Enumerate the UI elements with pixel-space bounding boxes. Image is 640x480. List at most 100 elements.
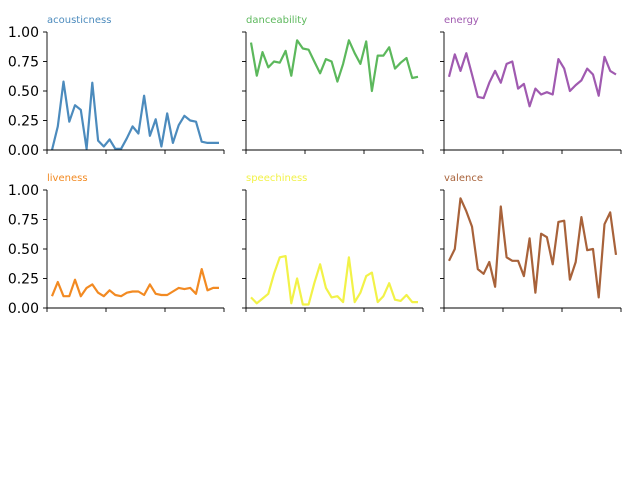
data-point-danceability [273,61,275,63]
data-point-liveness [120,295,122,297]
data-point-acousticness [212,142,214,144]
data-point-speechiness [302,304,304,306]
data-point-speechiness [400,300,402,302]
data-point-valence [511,260,513,262]
data-point-acousticness [183,115,185,117]
data-point-acousticness [155,118,157,120]
data-point-energy [609,70,611,72]
subplot-title-acousticness: acousticness [47,15,111,26]
data-point-acousticness [97,140,99,142]
data-point-energy [529,105,531,107]
data-point-energy [557,58,559,60]
data-point-liveness [178,287,180,289]
data-point-danceability [331,61,333,63]
data-point-liveness [183,288,185,290]
data-point-valence [540,233,542,235]
subplot-title-speechiness: speechiness [246,173,307,184]
data-point-energy [534,88,536,90]
data-point-valence [448,260,450,262]
data-point-valence [557,221,559,223]
data-point-acousticness [63,81,65,83]
data-point-speechiness [417,301,419,303]
data-point-danceability [285,50,287,52]
data-point-valence [460,197,462,199]
series-line-liveness [50,268,219,298]
data-point-energy [483,97,485,99]
data-point-energy [511,61,513,63]
data-point-valence [569,279,571,281]
data-point-danceability [382,55,384,57]
data-point-energy [471,74,473,76]
data-point-liveness [51,295,53,297]
data-point-valence [471,226,473,228]
data-point-energy [575,84,577,86]
data-point-energy [540,94,542,96]
data-point-acousticness [195,121,197,123]
y-tick-label-acousticness: 0.25 [8,114,39,130]
data-point-liveness [80,295,82,297]
data-point-energy [465,52,467,54]
data-point-valence [534,292,536,294]
data-point-acousticness [207,142,209,144]
data-point-speechiness [365,275,367,277]
data-point-liveness [201,268,203,270]
data-point-energy [592,74,594,76]
data-point-speechiness [279,256,281,258]
data-point-danceability [336,81,338,83]
data-point-acousticness [109,138,111,140]
data-point-liveness [172,291,174,293]
data-point-speechiness [342,301,344,303]
data-point-speechiness [354,301,356,303]
data-point-energy [500,82,502,84]
data-point-speechiness [250,296,252,298]
data-point-liveness [195,293,197,295]
data-point-valence [500,206,502,208]
data-point-danceability [313,61,315,63]
data-point-speechiness [388,282,390,284]
data-point-liveness [212,287,214,289]
subplot-danceability: danceability [242,15,424,154]
data-point-valence [604,223,606,225]
data-point-valence [598,296,600,298]
data-point-liveness [91,283,93,285]
data-point-acousticness [68,121,70,123]
data-point-acousticness [143,95,145,97]
y-tick-label-acousticness: 1.00 [8,25,39,41]
data-point-liveness [57,281,59,283]
data-point-danceability [377,55,379,57]
data-point-valence [454,248,456,250]
data-point-valence [575,261,577,263]
data-point-energy [604,56,606,58]
data-point-danceability [354,52,356,54]
data-point-valence [546,236,548,238]
subplot-title-energy: energy [444,15,479,26]
y-tick-label-acousticness: 0.75 [8,55,39,71]
data-point-danceability [406,57,408,59]
data-point-speechiness [313,282,315,284]
series-line-energy [447,52,617,108]
data-point-danceability [342,63,344,65]
data-point-valence [506,256,508,258]
data-point-liveness [137,291,139,293]
data-point-speechiness [319,263,321,265]
data-point-danceability [302,48,304,50]
data-point-acousticness [57,125,59,127]
y-tick-label-liveness: 0.50 [8,242,39,258]
data-point-valence [517,260,519,262]
data-point-valence [477,268,479,270]
data-point-danceability [319,72,321,74]
data-point-danceability [290,75,292,77]
subplot-title-liveness: liveness [47,173,88,184]
data-point-acousticness [160,146,162,148]
data-point-liveness [218,287,220,289]
data-point-acousticness [80,109,82,111]
data-point-liveness [68,295,70,297]
data-point-acousticness [149,135,151,137]
data-point-energy [460,70,462,72]
data-point-danceability [359,63,361,65]
data-point-energy [494,70,496,72]
data-point-danceability [279,62,281,64]
data-point-liveness [103,295,105,297]
data-point-energy [563,68,565,70]
